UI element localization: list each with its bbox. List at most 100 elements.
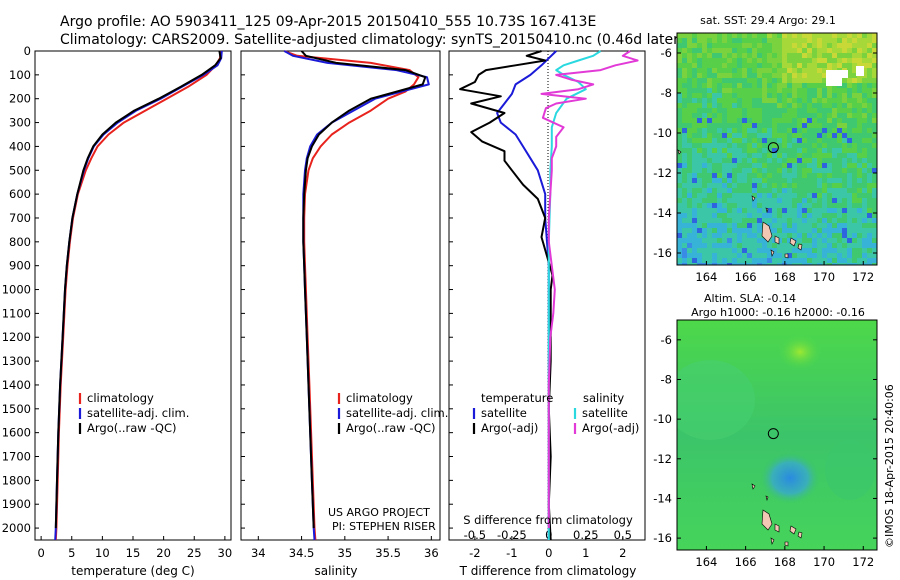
sst-cell — [842, 198, 847, 203]
sst-cell — [782, 58, 787, 63]
sst-cell — [827, 128, 832, 133]
sst-cell — [762, 108, 767, 113]
sst-cell — [747, 178, 752, 183]
sst-cell — [752, 193, 757, 198]
sst-cell — [782, 178, 787, 183]
sst-cell — [812, 88, 817, 93]
sst-cell — [697, 113, 702, 118]
sst-cell — [752, 73, 757, 78]
sst-cell — [737, 53, 742, 58]
sst-cell — [772, 263, 777, 265]
sst-cell — [852, 78, 857, 83]
sst-cell — [707, 198, 712, 203]
sst-cell — [712, 253, 717, 258]
sst-cell — [867, 243, 872, 248]
sst-cell — [732, 168, 737, 173]
sst-cell — [707, 173, 712, 178]
sst-cell — [777, 158, 782, 163]
sst-cell — [717, 148, 722, 153]
sst-cell — [867, 178, 872, 183]
difference-panel: -2 -1 0 1 2-0.5 -0.25 0 0.25 0.5 temperaturesate… — [448, 50, 646, 578]
sst-cell — [847, 193, 852, 198]
sst-cell — [737, 103, 742, 108]
sst-cell — [862, 203, 867, 208]
sst-cell — [872, 153, 877, 158]
sst-cell — [797, 108, 802, 113]
sst-cell — [697, 103, 702, 108]
sst-cell — [857, 188, 862, 193]
sst-cell — [787, 38, 792, 43]
sst-cell — [852, 93, 857, 98]
sst-cell — [797, 58, 802, 63]
sst-cell — [682, 263, 687, 265]
sst-cell — [782, 233, 787, 238]
sst-cell — [802, 258, 807, 263]
sst-cell — [782, 118, 787, 123]
sst-cell — [712, 53, 717, 58]
temperature-series — [54, 50, 223, 541]
sst-cell — [867, 63, 872, 68]
sst-cell — [837, 48, 842, 53]
sst-cell — [687, 68, 692, 73]
sst-cell — [722, 218, 727, 223]
sst-cell — [812, 208, 817, 213]
sst-cell — [737, 68, 742, 73]
sst-cell — [742, 228, 747, 233]
sst-cell — [797, 198, 802, 203]
sst-cell — [797, 73, 802, 78]
sst-cell — [797, 118, 802, 123]
sst-cell — [702, 143, 707, 148]
sst-cell — [827, 118, 832, 123]
sst-cell — [852, 73, 857, 78]
sst-cell — [697, 38, 702, 43]
sst-cell — [797, 263, 802, 265]
sst-cell — [777, 43, 782, 48]
sst-cell — [812, 53, 817, 58]
sst-cell — [697, 258, 702, 263]
sst-cell — [702, 83, 707, 88]
sst-cell — [792, 53, 797, 58]
sst-cell — [812, 218, 817, 223]
sst-cell — [822, 198, 827, 203]
sst-cell — [697, 208, 702, 213]
sst-cell — [792, 218, 797, 223]
sst-cell — [687, 248, 692, 253]
sst-cell — [687, 118, 692, 123]
series-line-argo-raw-qc- — [54, 50, 222, 529]
sst-cell — [682, 243, 687, 248]
sst-cell — [677, 33, 682, 38]
sst-cell — [792, 173, 797, 178]
sst-cell — [742, 58, 747, 63]
sst-cell — [857, 93, 862, 98]
sst-cell — [832, 243, 837, 248]
sst-cell — [812, 228, 817, 233]
sst-cell — [717, 128, 722, 133]
sst-cell — [767, 198, 772, 203]
sst-cell — [732, 233, 737, 238]
sst-cell — [737, 248, 742, 253]
sst-cell — [697, 123, 702, 128]
sst-cell — [872, 63, 877, 68]
sst-cell — [767, 238, 772, 243]
sst-cell — [797, 163, 802, 168]
sst-cell — [772, 253, 777, 258]
sst-cell — [797, 63, 802, 68]
sst-cell — [767, 48, 772, 53]
sst-cell — [682, 178, 687, 183]
sst-cell — [857, 138, 862, 143]
sst-cell — [867, 33, 872, 38]
sst-cell — [697, 58, 702, 63]
sst-cell — [807, 228, 812, 233]
sst-cell — [867, 68, 872, 73]
sst-cell — [812, 118, 817, 123]
sst-cell — [727, 83, 732, 88]
sst-cell — [857, 83, 862, 88]
depth-tick-label: 1800 — [2, 473, 31, 487]
sst-cell — [777, 143, 782, 148]
sst-cell — [737, 198, 742, 203]
sst-cell — [787, 48, 792, 53]
sst-cell — [867, 248, 872, 253]
sst-cell — [772, 168, 777, 173]
sst-cell — [837, 143, 842, 148]
sst-cell — [867, 133, 872, 138]
